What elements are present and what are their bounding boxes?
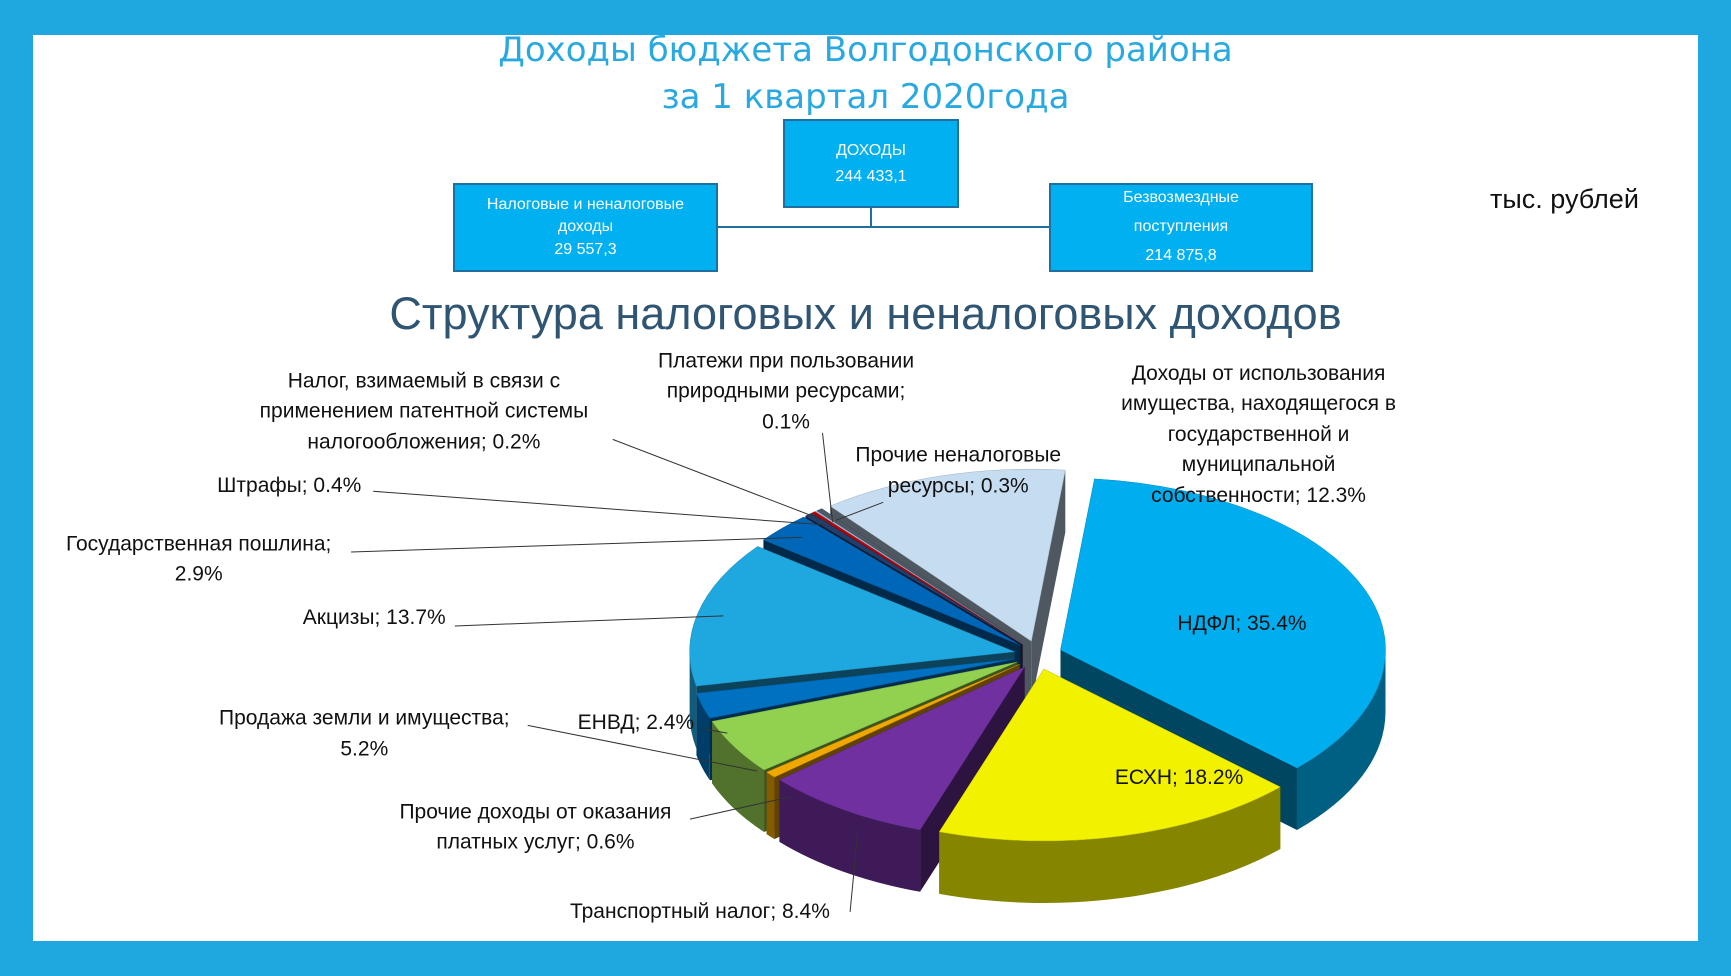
slice [778,666,1026,831]
box-value: 244 433,1 [835,167,907,185]
data-label: ЕСХН; 18.2% [1114,766,1244,790]
slice [762,516,1021,646]
slice [1060,478,1386,769]
leader-line [454,615,724,627]
slice-side [1296,649,1386,830]
data-label: Прочие доходы от оказания платных услуг;… [399,800,672,854]
title-line: за 1 квартал 2020года [661,77,1070,117]
data-label: Налог, взимаемый в связи с применением п… [259,369,589,453]
slice-side [779,779,921,892]
slice [766,664,1020,778]
box-value: 29 557,3 [554,240,617,258]
leader-line [527,724,758,772]
box-tax: Налоговые и неналоговые доходы 29 557,3 [453,183,718,272]
box-label: ДОХОДЫ [836,141,906,159]
leader-line [821,432,834,522]
data-label: Платежи при пользовании природными ресур… [657,349,915,434]
slice-side [696,693,710,781]
slice-side [1031,470,1066,704]
box-value: 214 875,8 [1145,246,1217,264]
slice-side [712,721,765,833]
data-label: ЕНВД; 2.4% [577,710,695,734]
slice [696,658,1015,719]
slice-side [689,651,697,749]
data-label: НДФЛ; 35.4% [1177,611,1307,635]
unit-label: тыс. рублей [1490,184,1639,214]
pie-tops [689,468,1386,842]
data-label: Акцизы; 13.7% [302,606,446,630]
leader-line [702,728,728,734]
slice [938,668,1281,842]
connectors [718,208,1049,228]
chart-title: Структура налоговых и неналоговых доходо… [389,288,1342,339]
box-total: ДОХОДЫ 244 433,1 [783,119,959,208]
leader-line [849,829,859,912]
slice-side [766,772,775,840]
slice [711,661,1018,771]
box-grant: Безвозмездные поступления 214 875,8 [1049,183,1313,272]
box-label: Безвозмездные поступления [1123,189,1239,236]
data-label: Государственная пошлина; 2.9% [66,532,332,586]
slice [829,468,1066,642]
slice-side [939,786,1281,903]
data-label: Транспортный налог; 8.4% [569,899,830,923]
slice [689,546,1015,687]
box-label: Налоговые и неналоговые доходы [486,195,685,236]
leader-line [835,501,884,521]
leader-line [373,490,826,526]
leader-line [612,438,831,524]
data-label: Доходы от использования имущества, наход… [1121,361,1396,507]
title-line: Доходы бюджета Волгодонского района [498,30,1233,70]
slice [816,508,1024,644]
leader-line [689,796,791,820]
data-label: Штрафы; 0.4% [217,473,362,497]
data-label: Прочие неналоговые ресурсы; 0.3% [855,443,1062,498]
leader-line [351,536,802,553]
data-label: Продажа земли и имущества; 5.2% [219,706,510,761]
